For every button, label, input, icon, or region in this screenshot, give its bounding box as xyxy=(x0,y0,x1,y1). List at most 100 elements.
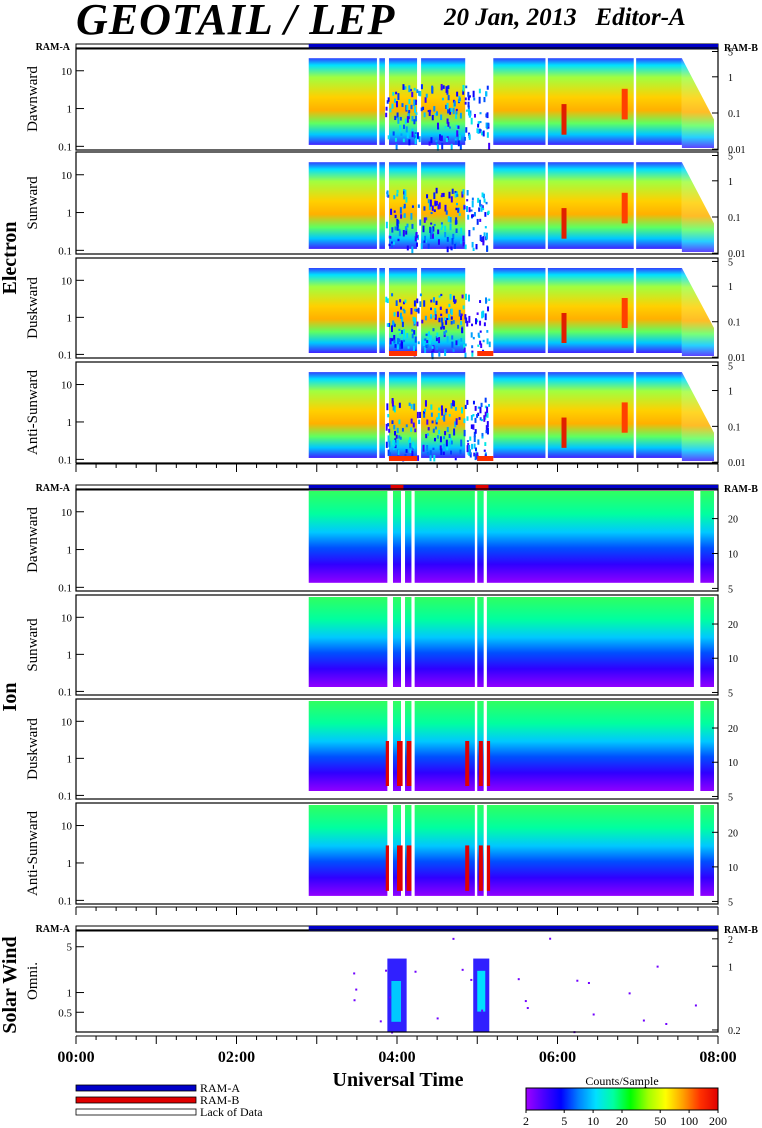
left-tick-label: 10 xyxy=(61,507,73,519)
plot-date-editor: 20 Jan, 2013 Editor-A xyxy=(444,4,686,32)
plot-date: 20 Jan, 2013 xyxy=(444,4,577,31)
x-tick-label: 02:00 xyxy=(218,1049,255,1066)
right-tick-label: 10 xyxy=(728,758,738,769)
left-tick-label: 10 xyxy=(61,612,73,624)
left-tick-label: 1 xyxy=(67,753,73,765)
right-tick-label: 0.1 xyxy=(728,109,741,120)
panel-anti-sunward: 0.1 1 10 5 10 20 Anti-Sunward xyxy=(25,802,738,908)
mode-bar-1 xyxy=(75,484,719,491)
panel-frame xyxy=(75,488,719,592)
left-tick-label: 1 xyxy=(67,649,73,661)
left-tick-label: 0.1 xyxy=(58,454,72,466)
right-tick-label: 0.01 xyxy=(728,458,746,469)
right-tick-label: 0.01 xyxy=(728,353,746,364)
panel-label: Sunward xyxy=(25,176,41,230)
left-tick-label: 0.1 xyxy=(58,349,72,361)
group-ion: RAM-A RAM-B 0.1 1 10 5 10 20 Dawnward 0.1 1 10 5 10 20… xyxy=(0,483,758,915)
right-tick-label: 1 xyxy=(728,177,733,188)
left-tick-label: 1 xyxy=(67,545,73,557)
mode-label-right: RAM-B xyxy=(724,43,758,54)
left-tick-label: 0.1 xyxy=(58,245,72,257)
right-tick-label: 5 xyxy=(728,897,733,908)
time-ticks xyxy=(75,1035,719,1044)
x-tick-label: 04:00 xyxy=(378,1049,415,1066)
panel-label: Duskward xyxy=(25,277,41,339)
mode-label-left: RAM-A xyxy=(36,483,71,494)
left-tick-label: 0.1 xyxy=(58,790,72,802)
left-tick-label: 1 xyxy=(67,208,73,220)
right-tick-label: 0.1 xyxy=(728,318,741,329)
panel-frame xyxy=(75,151,719,255)
spectrum-fill xyxy=(308,597,714,689)
left-tick-label: 1 xyxy=(67,988,73,1000)
panel-label: Duskward xyxy=(25,718,41,780)
panel-frame xyxy=(75,698,719,800)
left-tick-label: 10 xyxy=(61,380,73,392)
right-tick-label: 20 xyxy=(728,724,738,735)
spectrum-fill xyxy=(308,372,714,462)
left-tick-label: 0.1 xyxy=(58,141,72,153)
left-tick-label: 1 xyxy=(67,312,73,324)
colorbar-tick: 10 xyxy=(587,1114,599,1128)
left-tick-label: 10 xyxy=(61,170,73,182)
spectrum-fill xyxy=(308,805,714,898)
spectrum-fill xyxy=(308,162,714,254)
panel-omni-: 0.5 1 5 0.2 1 2 Omni. xyxy=(25,929,741,1037)
panel-frame xyxy=(75,594,719,696)
right-tick-label: 5 xyxy=(728,584,733,595)
colorbar-tick: 2 xyxy=(523,1114,529,1128)
colorbar-tick: 50 xyxy=(654,1114,666,1128)
x-tick-label: 08:00 xyxy=(699,1049,736,1066)
panel-label: Anti-Sunward xyxy=(25,811,41,896)
spectrum-fill xyxy=(308,701,714,793)
legend-swatch xyxy=(75,1108,197,1116)
spectrum-fill xyxy=(308,491,714,585)
panel-label: Anti-Sunward xyxy=(25,370,41,455)
left-tick-label: 1 xyxy=(67,858,73,870)
panel-sunward: 0.1 1 10 0.01 0.1 1 5 Sunward xyxy=(25,151,746,260)
left-tick-label: 0.1 xyxy=(58,582,72,594)
left-tick-label: 0.5 xyxy=(58,1007,72,1019)
right-tick-label: 5 xyxy=(728,361,733,372)
right-tick-label: 0.01 xyxy=(728,249,746,260)
legend-label: Lack of Data xyxy=(200,1105,263,1119)
left-tick-label: 0.1 xyxy=(58,895,72,907)
panel-frame xyxy=(75,361,719,464)
panel-dawnward: 0.1 1 10 5 10 20 Dawnward xyxy=(25,488,738,595)
right-tick-label: 1 xyxy=(728,962,733,973)
right-tick-label: 10 xyxy=(728,654,738,665)
x-axis-labels: 00:00 02:00 04:00 06:00 08:00 Universal Time xyxy=(57,1049,736,1091)
left-tick-label: 10 xyxy=(61,275,73,287)
left-tick-label: 10 xyxy=(61,66,73,78)
mode-label-left: RAM-A xyxy=(36,924,71,935)
right-tick-label: 0.1 xyxy=(728,213,741,224)
time-ticks xyxy=(75,463,719,472)
group-label: Solar Wind xyxy=(0,936,21,1033)
panel-sunward: 0.1 1 10 5 10 20 Sunward xyxy=(25,594,738,699)
spectrum-fill xyxy=(353,937,697,1034)
right-tick-label: 5 xyxy=(728,152,733,163)
right-tick-label: 20 xyxy=(728,515,738,526)
panel-duskward: 0.1 1 10 5 10 20 Duskward xyxy=(25,698,738,803)
left-tick-label: 10 xyxy=(61,821,73,833)
colorbar-title: Counts/Sample xyxy=(585,1074,658,1088)
right-tick-label: 0.2 xyxy=(728,1026,741,1037)
panel-label: Omni. xyxy=(25,962,41,1000)
panel-dawnward: 0.1 1 10 0.01 0.1 1 5 Dawnward xyxy=(25,47,746,156)
right-tick-label: 1 xyxy=(728,282,733,293)
right-tick-label: 10 xyxy=(728,550,738,561)
x-tick-label: 00:00 xyxy=(57,1049,94,1066)
x-axis-title: Universal Time xyxy=(333,1069,464,1091)
group-label: Ion xyxy=(0,683,21,712)
right-tick-label: 1 xyxy=(728,387,733,398)
left-tick-label: 5 xyxy=(67,942,73,954)
mode-label-right: RAM-B xyxy=(724,925,758,936)
right-tick-label: 5 xyxy=(728,257,733,268)
left-tick-label: 1 xyxy=(67,104,73,116)
panel-label: Dawnward xyxy=(25,507,41,573)
right-tick-label: 5 xyxy=(728,48,733,59)
mode-bar-0 xyxy=(75,43,719,50)
panel-anti-sunward: 0.1 1 10 0.01 0.1 1 5 Anti-Sunward xyxy=(25,361,746,469)
